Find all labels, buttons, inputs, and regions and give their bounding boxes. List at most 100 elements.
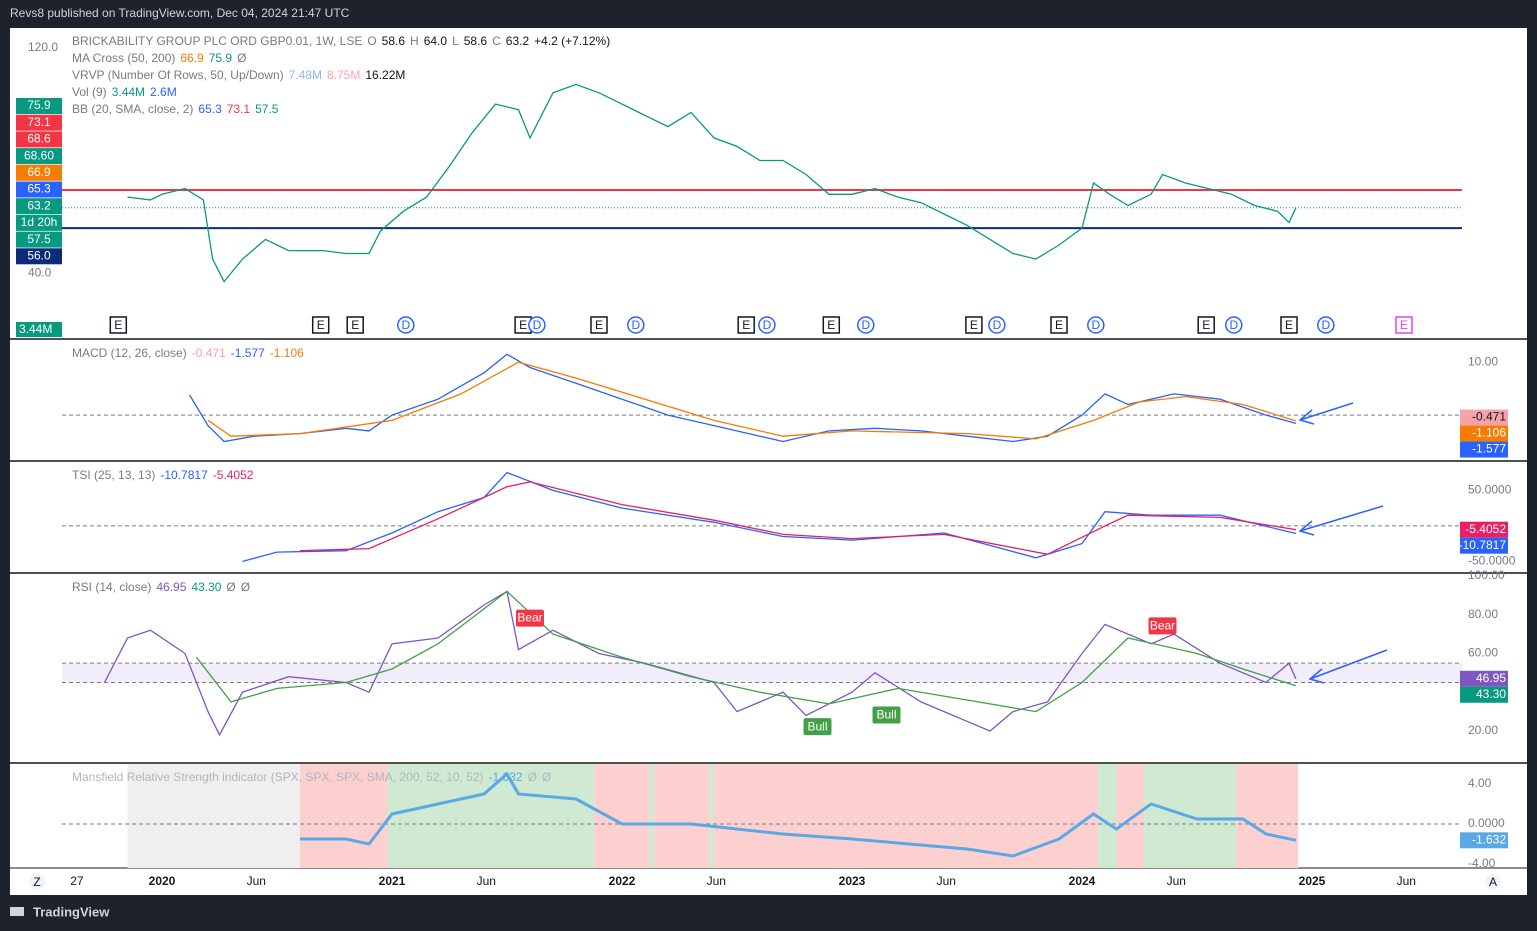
legend: VRVP (Number Of Rows, 50, Up/Down) 7.48M 8… bbox=[72, 68, 405, 82]
price-label-bg bbox=[16, 114, 62, 131]
price-label: -10.7817 bbox=[1459, 538, 1507, 552]
state-region bbox=[1098, 764, 1117, 868]
annotation-bg bbox=[803, 718, 832, 736]
event-marker bbox=[1317, 316, 1335, 334]
annotation-bg bbox=[516, 609, 544, 627]
legend-item: Ø bbox=[528, 770, 537, 784]
legend-item: 64.0 bbox=[424, 34, 448, 48]
price-label-bg bbox=[1460, 409, 1508, 426]
legend-item: Ø bbox=[241, 580, 250, 594]
state-region bbox=[127, 764, 300, 868]
tv-logo bbox=[10, 907, 24, 916]
event-label: D bbox=[861, 318, 870, 332]
legend-item: -1.106 bbox=[270, 346, 304, 360]
series-line bbox=[189, 353, 1297, 443]
legend: MACD (12, 26, close) -0.471 -1.577 -1.106 bbox=[72, 346, 304, 360]
state-region bbox=[594, 764, 650, 868]
event-label: D bbox=[993, 318, 1002, 332]
axis-button[interactable] bbox=[1485, 874, 1501, 890]
legend-item: -5.4052 bbox=[213, 468, 254, 482]
legend-item: 8.75M bbox=[327, 68, 360, 82]
legend-item: O bbox=[367, 34, 376, 48]
volume-label: 3.44M bbox=[19, 322, 52, 336]
header: Revs8 published on TradingView.com, Dec … bbox=[10, 6, 350, 20]
price-label-bg bbox=[16, 181, 62, 198]
event-marker bbox=[590, 316, 608, 334]
legend-item: L bbox=[452, 34, 459, 48]
legend-item: VRVP (Number Of Rows, 50, Up/Down) bbox=[72, 68, 284, 82]
event-label: E bbox=[1055, 318, 1063, 332]
legend: BB (20, SMA, close, 2) 65.3 73.1 57.5 bbox=[72, 102, 279, 116]
legend-item: Ø bbox=[542, 770, 551, 784]
state-region bbox=[1116, 764, 1145, 868]
axis-button[interactable] bbox=[29, 874, 45, 890]
axis-button-label: Z bbox=[33, 875, 40, 889]
x-tick-label: Jun bbox=[937, 874, 956, 888]
state-region bbox=[649, 764, 655, 868]
price-label: 75.9 bbox=[27, 98, 51, 112]
event-marker bbox=[109, 316, 128, 334]
legend-item: Ø bbox=[237, 51, 246, 65]
price-label: 56.0 bbox=[27, 248, 51, 262]
legend-item: Vol (9) bbox=[72, 85, 107, 99]
legend-item: Ø bbox=[226, 580, 235, 594]
event-label: E bbox=[827, 318, 835, 332]
arrow-head bbox=[1298, 520, 1315, 536]
event-marker bbox=[311, 316, 330, 334]
event-label: E bbox=[114, 318, 122, 332]
price-label-bg bbox=[1460, 441, 1508, 458]
legend-item: 75.9 bbox=[209, 51, 233, 65]
price-label-bg bbox=[16, 98, 62, 114]
price-label-bg bbox=[16, 164, 62, 181]
legend-item: 58.6 bbox=[464, 34, 488, 48]
event-marker bbox=[1087, 316, 1105, 334]
legend-item: -0.471 bbox=[192, 346, 226, 360]
annotation: Bear bbox=[1150, 619, 1175, 633]
legend: Mansfield Relative Strength indicator (S… bbox=[72, 770, 551, 784]
event-marker bbox=[346, 316, 364, 334]
legend-item: -10.7817 bbox=[160, 468, 208, 482]
series-line bbox=[300, 771, 1297, 858]
event-marker bbox=[1225, 316, 1243, 334]
legend-item: 66.9 bbox=[180, 51, 204, 65]
event-marker bbox=[822, 316, 841, 334]
price-label-bg bbox=[16, 214, 62, 231]
series-line bbox=[195, 590, 1297, 713]
y-tick-label: 80.00 bbox=[1468, 607, 1498, 621]
price-label: -5.4052 bbox=[1465, 522, 1506, 536]
legend-item: C bbox=[492, 34, 501, 48]
legend: RSI (14, close) 46.95 43.30 Ø Ø bbox=[72, 580, 250, 594]
state-region bbox=[1236, 764, 1299, 868]
event-label: E bbox=[1285, 318, 1293, 332]
volume-label-bg bbox=[16, 322, 62, 337]
event-label: D bbox=[401, 318, 410, 332]
x-tick-label: 27 bbox=[70, 874, 84, 888]
event-label: E bbox=[1202, 318, 1210, 332]
price-label-bg bbox=[16, 248, 62, 265]
annotation: Bear bbox=[517, 611, 542, 625]
price-label-bg bbox=[1460, 670, 1508, 687]
legend-item: RSI (14, close) bbox=[72, 580, 151, 594]
legend-item: 73.1 bbox=[227, 102, 251, 116]
legend-item: 63.2 bbox=[506, 34, 530, 48]
legend-item: 2.6M bbox=[150, 85, 177, 99]
series-line bbox=[207, 361, 1297, 440]
y-tick-label: 0.0000 bbox=[1468, 816, 1505, 830]
legend-item: 7.48M bbox=[289, 68, 322, 82]
y-tick-label: 10.00 bbox=[1468, 354, 1498, 368]
event-marker bbox=[1050, 316, 1068, 334]
y-tick-label: 20.00 bbox=[1468, 723, 1498, 737]
y-tick-label: 120.0 bbox=[28, 40, 58, 54]
annotation: Bull bbox=[876, 708, 896, 722]
price-label-bg bbox=[1460, 832, 1508, 849]
event-label: D bbox=[1321, 318, 1330, 332]
x-tick-label: 2024 bbox=[1069, 874, 1096, 888]
annotation: Bull bbox=[807, 719, 827, 733]
x-tick-label: 2022 bbox=[609, 874, 636, 888]
legend-item: TSI (25, 13, 13) bbox=[72, 468, 155, 482]
arrow bbox=[1299, 505, 1384, 532]
event-label: D bbox=[1091, 318, 1100, 332]
y-tick-label: -50.0000 bbox=[1468, 554, 1516, 568]
event-marker bbox=[1280, 316, 1298, 334]
state-region bbox=[387, 764, 595, 868]
